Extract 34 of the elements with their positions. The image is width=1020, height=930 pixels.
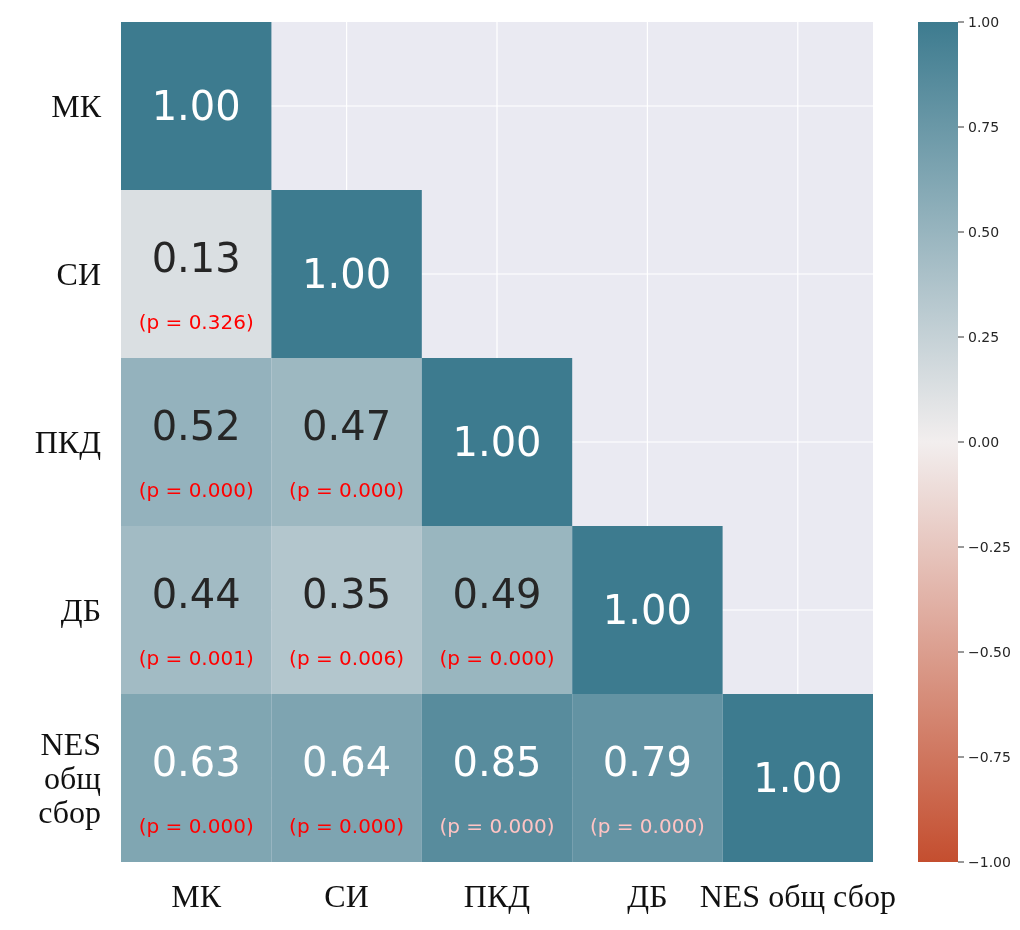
x-tick-label: ДБ (627, 878, 668, 914)
color-bar-label: 0.00 (968, 433, 1000, 450)
x-tick-label: МК (171, 878, 222, 914)
y-tick-label: ПКД (34, 424, 102, 461)
color-bar-label: −0.50 (968, 643, 1011, 660)
data-label: 0.44 (p = 0.001) (138, 571, 254, 670)
data-label: 1.00 (151, 83, 241, 129)
data-label: 0.47 (p = 0.000) (289, 403, 405, 502)
y-tick-label: NES общ сбор (38, 726, 101, 831)
data-label: 1.00 (302, 251, 392, 297)
color-bar-label: 0.75 (968, 118, 1000, 135)
color-bar-label: 0.25 (968, 328, 1000, 345)
color-bar-label: 0.50 (968, 223, 1000, 240)
data-label: 0.85 (p = 0.000) (439, 739, 555, 838)
data-label: 0.13 (p = 0.326) (138, 235, 254, 334)
color-bar-label: −0.25 (968, 538, 1011, 555)
y-tick-label: ДБ (60, 592, 101, 629)
data-label: 0.49 (p = 0.000) (439, 571, 555, 670)
color-bar-label: −0.75 (968, 748, 1011, 765)
data-label: 1.00 (753, 755, 843, 801)
data-label: 0.35 (p = 0.006) (289, 571, 405, 670)
y-tick-label: СИ (56, 256, 101, 293)
x-tick-label: NES общ сбор (699, 878, 896, 914)
data-label: 0.64 (p = 0.000) (289, 739, 405, 838)
data-label: 0.52 (p = 0.000) (138, 403, 254, 502)
data-label: 1.00 (602, 587, 692, 633)
data-label: 0.63 (p = 0.000) (138, 739, 254, 838)
color-bar-label: −1.00 (968, 853, 1011, 870)
y-tick-label: МК (51, 88, 102, 125)
data-label: 1.00 (452, 419, 542, 465)
x-tick-label: СИ (324, 878, 369, 914)
data-label: 0.79 (p = 0.000) (589, 739, 705, 838)
color-bar-label: 1.00 (968, 13, 1000, 30)
x-tick-label: ПКД (463, 878, 531, 914)
